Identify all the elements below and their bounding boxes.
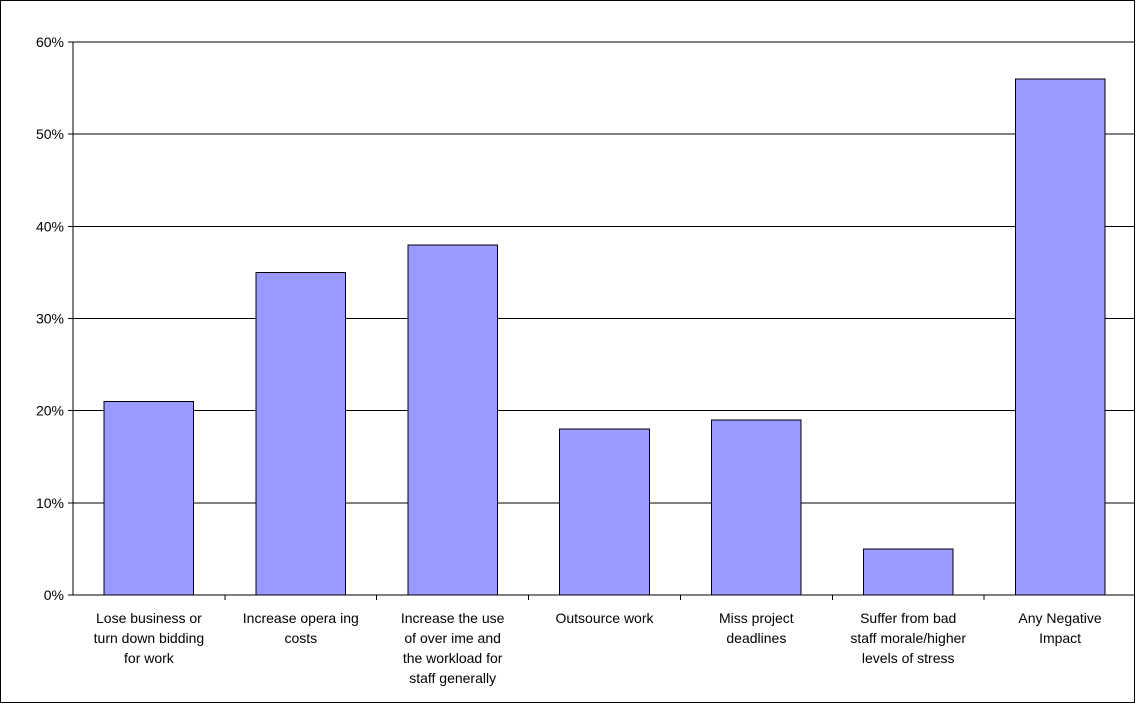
x-tick-label-line: Increase the use: [401, 610, 505, 626]
x-tick-label-line: the workload for: [403, 650, 503, 666]
x-tick-label-line: Suffer from bad: [860, 610, 956, 626]
axes: [68, 41, 1136, 600]
y-tick-label: 30%: [36, 311, 64, 327]
gridlines: [73, 41, 1136, 504]
y-tick-label: 20%: [36, 403, 64, 419]
bar: [1014, 78, 1106, 596]
x-tick-label: Outsource work: [555, 610, 654, 626]
x-tick-label-line: staff generally: [409, 670, 496, 686]
x-tick-label-line: for work: [124, 650, 175, 666]
x-tick-label-line: deadlines: [726, 630, 786, 646]
tick-labels: 0% 10% 20% 30% 40% 50% 60% Lose business or turn…: [36, 34, 1102, 686]
x-tick-label-line: Increase opera ing: [243, 610, 359, 626]
x-tick-label-line: Impact: [1039, 630, 1081, 646]
bars: [103, 78, 1106, 596]
x-tick-label: Increase the use of over ime and the workl…: [401, 610, 505, 686]
x-tick-label: Lose business or turn down bidding for wor…: [94, 610, 205, 666]
y-tick-label: 60%: [36, 34, 64, 50]
bar: [711, 419, 802, 596]
x-tick-label-line: Miss project: [719, 610, 794, 626]
y-tick-label: 10%: [36, 495, 64, 511]
x-tick-label: Miss project deadlines: [719, 610, 794, 646]
y-tick-label: 50%: [36, 126, 64, 142]
x-tick-label-line: of over ime and: [404, 630, 501, 646]
x-tick-label: Suffer from bad staff morale/higher levels…: [850, 610, 966, 666]
x-tick-label-line: Any Negative: [1018, 610, 1101, 626]
x-tick-label-line: Outsource work: [555, 610, 654, 626]
x-tick-label-line: levels of stress: [862, 650, 955, 666]
x-tick-label: Increase opera ing costs: [243, 610, 359, 646]
bar: [255, 271, 347, 596]
y-tick-label: 0%: [44, 587, 64, 603]
x-tick-label-line: costs: [284, 630, 317, 646]
x-tick-label-line: Lose business or: [96, 610, 202, 626]
y-tick-label: 40%: [36, 218, 64, 234]
x-tick-label-line: staff morale/higher: [850, 630, 966, 646]
x-tick-label-line: turn down bidding: [94, 630, 205, 646]
bar: [862, 548, 954, 596]
bar: [103, 400, 195, 596]
x-tick-label: Any Negative Impact: [1018, 610, 1101, 646]
bar: [559, 428, 650, 596]
bar: [407, 244, 498, 596]
